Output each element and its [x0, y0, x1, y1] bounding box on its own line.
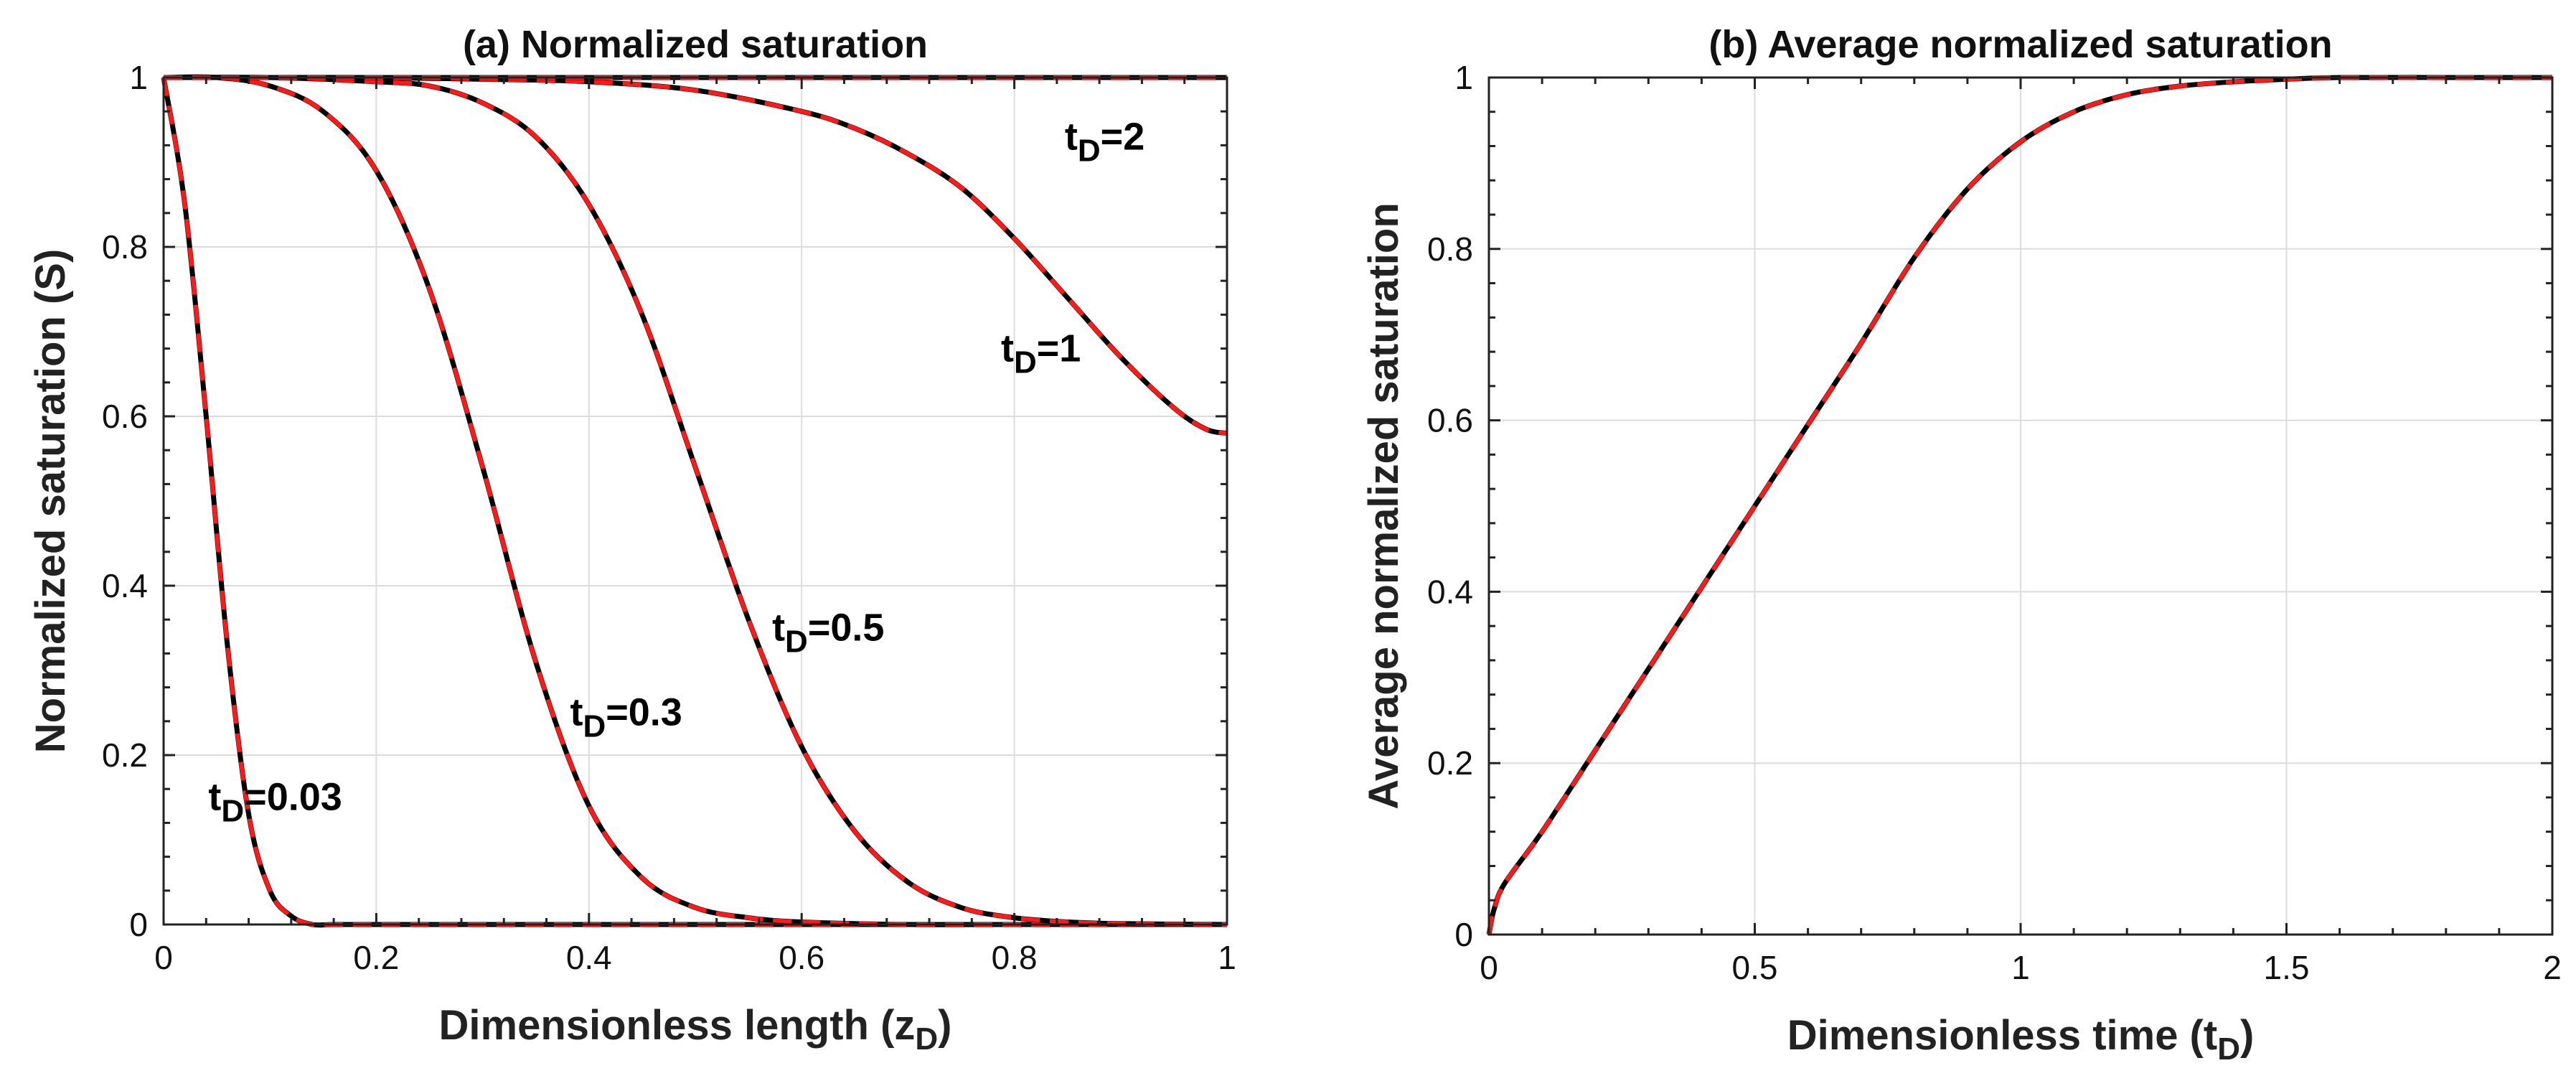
panel-b-xlabel-sub: D: [2217, 1031, 2240, 1067]
annotation-sub: D: [221, 794, 244, 829]
annotation-base: t: [570, 691, 583, 734]
annotation-base: t: [208, 776, 221, 819]
panel-a-y-axis-label: Normalized saturation (S): [27, 249, 74, 754]
annotation-value: =1: [1037, 327, 1081, 370]
panel-a-xlabel-sub: D: [915, 1021, 938, 1057]
y-tick-label: 0.4: [1427, 573, 1473, 610]
panel-a-xlabel-close: ): [938, 1002, 951, 1049]
y-tick-label: 0.6: [1427, 402, 1473, 439]
y-tick-label: 0: [1454, 916, 1473, 953]
x-tick-label: 0: [154, 939, 173, 976]
y-tick-label: 0: [129, 906, 148, 943]
y-tick-label: 1: [1454, 59, 1473, 96]
y-tick-label: 1: [129, 59, 148, 96]
x-tick-label: 0.2: [353, 939, 399, 976]
annotation-value: =0.03: [244, 776, 342, 819]
curve-annotation: tD=0.3: [570, 691, 682, 744]
x-tick-label: 0: [1480, 949, 1498, 986]
curve-annotation: tD=0.5: [772, 607, 884, 660]
x-tick-label: 0.8: [992, 939, 1038, 976]
panel-a-ticks: [162, 76, 1228, 926]
panel-a-xlabel-text: Dimensionless length (z: [439, 1002, 916, 1049]
y-tick-label: 0.2: [1427, 744, 1473, 782]
panel-b-title: (b) Average normalized saturation: [1708, 23, 2332, 66]
annotation-base: t: [772, 607, 785, 650]
series-dashed-td-0-5: [163, 75, 1228, 927]
annotation-sub: D: [785, 624, 808, 660]
panel-b-x-axis-label: Dimensionless time (tD): [1787, 1012, 2255, 1067]
annotation-base: t: [1001, 327, 1014, 370]
x-tick-label: 2: [2543, 949, 2562, 986]
x-tick-label: 1: [1218, 939, 1236, 976]
panel-b: 0 0.5 1 1.5 2 0 0.2 0.4 0.6 0.8 1 (b) Average norm…: [1360, 23, 2562, 1067]
annotation-sub: D: [1014, 345, 1037, 380]
panel-b-xlabel-close: ): [2240, 1012, 2254, 1059]
curve-annotation: tD=0.03: [208, 776, 342, 829]
y-tick-label: 0.8: [1427, 230, 1473, 268]
panel-b-tick-labels: 0 0.5 1 1.5 2 0 0.2 0.4 0.6 0.8 1: [1427, 59, 2562, 986]
series-dashed-td-0-3: [163, 75, 1227, 927]
panel-a-axes-box: [162, 76, 1228, 926]
panel-a-tick-labels: 0 0.2 0.4 0.6 0.8 1 0 0.2 0.4 0.6 0.8 1: [102, 59, 1236, 976]
x-tick-label: 1.5: [2264, 949, 2310, 986]
panel-b-xlabel-text: Dimensionless time (t: [1787, 1012, 2217, 1059]
x-tick-label: 1: [2011, 949, 2030, 986]
y-tick-label: 0.6: [102, 398, 148, 435]
series-dashed-td-1: [163, 75, 1228, 436]
x-tick-label: 0.5: [1732, 949, 1778, 986]
y-tick-label: 0.4: [102, 567, 148, 604]
annotation-value: =0.5: [808, 607, 885, 650]
panel-b-grid: [1488, 77, 2553, 935]
y-tick-label: 0.8: [102, 228, 148, 266]
y-tick-label: 0.2: [102, 736, 148, 774]
panel-a-x-axis-label: Dimensionless length (zD): [439, 1002, 952, 1057]
x-tick-label: 0.6: [779, 939, 824, 976]
curve-annotation: tD=2: [1065, 115, 1144, 168]
annotation-sub: D: [1078, 133, 1101, 168]
panel-b-y-axis-label: Average normalized saturation: [1360, 202, 1407, 810]
panel-b-ticks: [1487, 76, 2554, 936]
panel-a: 0 0.2 0.4 0.6 0.8 100.20.40.60.81 tD=0.03tD=0…: [27, 23, 1236, 1057]
annotation-base: t: [1065, 115, 1078, 158]
x-tick-label: 0.4: [566, 939, 612, 976]
panel-a-title: (a) Normalized saturation: [463, 23, 928, 66]
annotation-sub: D: [583, 709, 606, 744]
curve-annotation: tD=1: [1001, 327, 1081, 380]
annotation-value: =0.3: [606, 691, 682, 734]
annotation-value: =2: [1101, 115, 1145, 158]
